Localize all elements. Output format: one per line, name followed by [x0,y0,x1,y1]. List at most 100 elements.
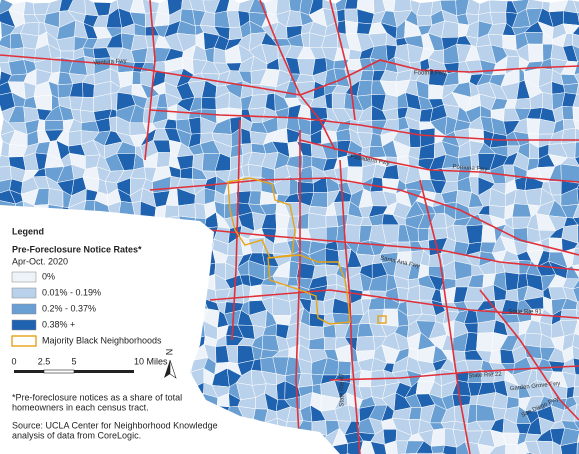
note-line: analysis of data from CoreLogic. [12,430,141,440]
notes: *Pre-foreclosure notices as a share of t… [12,392,218,440]
road [144,0,156,161]
neighborhood-outline [267,254,351,325]
road-label: Pomona Fwy [452,164,487,172]
road [209,229,579,271]
road-label: Foothill Fwy [414,71,446,77]
tract [48,188,64,208]
scale-segment [74,370,134,373]
tract [526,118,541,135]
tract [370,441,388,454]
tract [572,333,579,352]
legend-swatch [11,303,37,315]
tract [442,445,458,454]
road [419,179,471,454]
tract [528,43,544,63]
scale-label: 5 [71,356,76,366]
road-label: Garden Grove Fwy [510,381,561,392]
black-neighborhoods [227,177,387,325]
tract [572,25,579,39]
tract [68,130,82,147]
road [259,0,336,151]
road [329,0,356,121]
note-line: Source: UCLA Center for Neighborhood Kno… [12,420,218,430]
tract [393,0,412,13]
tract [248,284,263,302]
tract [80,109,96,124]
tract [82,81,95,98]
tract [477,443,496,454]
tract [572,44,579,63]
tract [415,452,435,454]
tract [489,11,507,25]
legend-label: 0.2% - 0.37% [42,303,96,313]
legend-swatch [11,271,37,283]
road-label: State Rte 91 [508,310,542,316]
tract [572,357,579,376]
tract [441,20,459,38]
tract [571,247,579,267]
tract [344,0,359,10]
tract [573,385,579,398]
tract [572,106,579,124]
tract [359,70,375,82]
tract [572,204,579,219]
tract [573,58,579,76]
tract [561,106,574,120]
scale-segment [14,370,44,373]
tract [504,271,520,292]
tract [560,441,578,454]
tract [542,92,553,111]
tract [573,119,579,136]
scale-label: 0 [11,356,16,366]
road [149,177,579,256]
tract [575,298,579,317]
tract [331,92,346,110]
legend-swatch [11,287,37,299]
tract [505,443,518,454]
tract [465,224,484,244]
tract [574,153,579,172]
arrow [164,360,170,378]
tract [248,190,262,205]
road [299,59,579,96]
road [149,109,579,141]
scale-label: 10 Miles [134,356,168,366]
tract [572,216,579,232]
tract [562,10,579,26]
tract [577,224,579,244]
road [329,365,579,381]
tract [324,248,340,267]
tract [502,432,520,446]
tract [524,332,542,348]
neighborhood-outline [377,315,387,324]
tract [576,441,579,454]
road [299,139,579,183]
legend-swatch [11,335,37,347]
tract [572,345,579,362]
road-label: State Rte 22 [468,372,502,380]
arrow [169,359,177,379]
tract [552,441,563,454]
tract [333,201,351,216]
road [231,119,241,341]
tract [575,127,579,143]
tract [288,0,302,13]
tract [336,8,346,23]
north-label: N [164,349,174,356]
road [479,289,579,421]
legend-label: 0% [42,271,55,281]
tract [560,420,579,432]
tract [575,308,579,327]
road [209,289,579,319]
legend-subtitle: Pre-Foreclosure Notice Rates* [12,244,142,254]
tract [178,203,197,219]
tract [180,166,193,180]
tract [525,0,543,10]
tract [23,1,35,16]
tract [307,212,327,230]
scale-label: 2.5 [38,356,51,366]
tract [572,395,579,413]
tract [560,309,579,321]
